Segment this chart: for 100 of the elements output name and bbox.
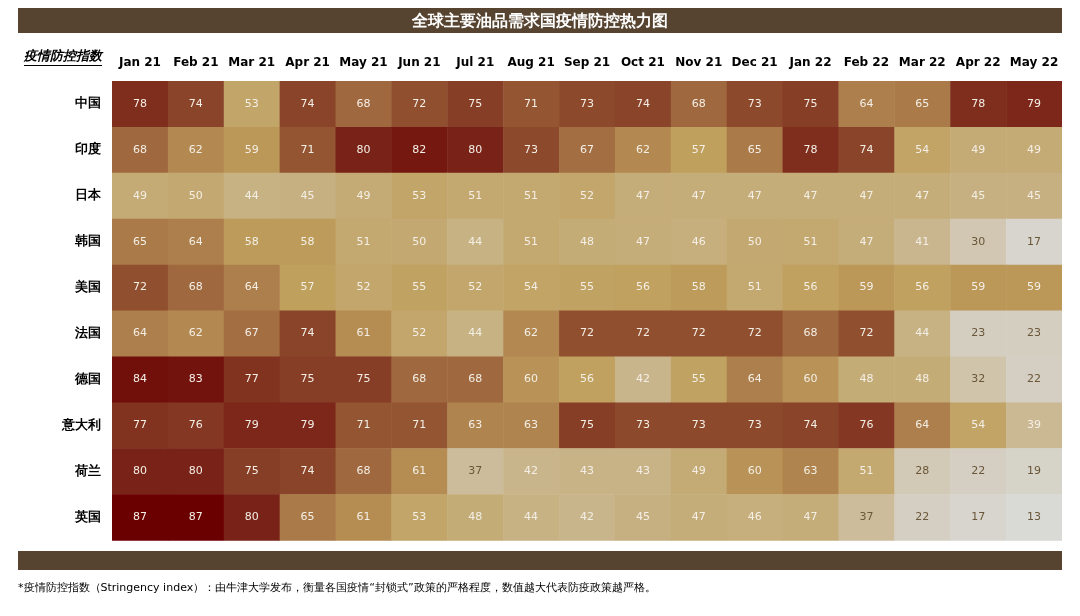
data-label: 73 bbox=[635, 418, 650, 432]
x-tick-label: Apr 21 bbox=[285, 54, 330, 69]
data-label: 13 bbox=[1027, 510, 1042, 524]
data-label: 80 bbox=[356, 142, 371, 156]
x-tick-label: May 22 bbox=[1009, 54, 1059, 69]
data-label: 64 bbox=[747, 372, 762, 386]
data-label: 48 bbox=[859, 372, 874, 386]
y-tick-label: 英国 bbox=[74, 508, 101, 524]
data-label: 44 bbox=[915, 326, 930, 340]
data-label: 76 bbox=[188, 418, 203, 432]
data-label: 74 bbox=[300, 326, 315, 340]
data-label: 87 bbox=[188, 510, 203, 524]
data-label: 71 bbox=[524, 96, 539, 110]
data-label: 49 bbox=[1027, 142, 1042, 156]
data-label: 49 bbox=[691, 464, 706, 478]
data-label: 39 bbox=[1027, 418, 1042, 432]
data-label: 23 bbox=[1027, 326, 1042, 340]
data-label: 50 bbox=[412, 234, 427, 248]
data-label: 47 bbox=[691, 188, 706, 202]
data-label: 75 bbox=[356, 372, 371, 386]
x-tick-label: Aug 21 bbox=[507, 54, 555, 69]
x-tick-label: Jan 21 bbox=[117, 54, 161, 69]
data-label: 42 bbox=[580, 510, 594, 524]
data-label: 61 bbox=[412, 464, 427, 478]
data-label: 82 bbox=[412, 142, 427, 156]
data-label: 79 bbox=[244, 418, 259, 432]
data-label: 23 bbox=[971, 326, 986, 340]
y-axis-title: 疫情防控指数 bbox=[23, 48, 104, 64]
y-tick-label: 美国 bbox=[74, 279, 101, 295]
data-label: 45 bbox=[300, 188, 315, 202]
data-label: 75 bbox=[580, 418, 594, 432]
data-label: 45 bbox=[1027, 188, 1042, 202]
x-tick-label: Oct 21 bbox=[620, 54, 665, 69]
y-tick-label: 法国 bbox=[74, 324, 101, 340]
data-label: 78 bbox=[971, 96, 986, 110]
x-tick-label: Mar 21 bbox=[228, 54, 276, 69]
data-label: 56 bbox=[580, 372, 594, 386]
data-label: 87 bbox=[132, 510, 147, 524]
chart-title: 全球主要油品需求国疫情防控热力图 bbox=[18, 8, 1062, 33]
data-label: 64 bbox=[188, 234, 203, 248]
data-label: 68 bbox=[132, 142, 147, 156]
data-label: 73 bbox=[524, 142, 539, 156]
data-label: 68 bbox=[188, 280, 203, 294]
data-label: 50 bbox=[747, 234, 762, 248]
data-label: 42 bbox=[635, 372, 650, 386]
data-label: 80 bbox=[132, 464, 147, 478]
data-label: 17 bbox=[971, 510, 986, 524]
data-label: 48 bbox=[915, 372, 930, 386]
data-label: 72 bbox=[132, 280, 147, 294]
data-label: 73 bbox=[747, 96, 762, 110]
data-label: 44 bbox=[524, 510, 539, 524]
data-label: 68 bbox=[803, 326, 818, 340]
data-label: 17 bbox=[1027, 234, 1042, 248]
y-tick-label: 荷兰 bbox=[74, 462, 101, 478]
data-label: 68 bbox=[412, 372, 427, 386]
data-label: 49 bbox=[971, 142, 986, 156]
data-label: 74 bbox=[300, 96, 315, 110]
data-label: 45 bbox=[635, 510, 650, 524]
data-label: 65 bbox=[300, 510, 315, 524]
data-label: 74 bbox=[300, 464, 315, 478]
y-tick-label: 韩国 bbox=[74, 233, 101, 249]
data-label: 49 bbox=[132, 188, 147, 202]
data-label: 74 bbox=[635, 96, 650, 110]
data-label: 65 bbox=[747, 142, 762, 156]
data-label: 54 bbox=[524, 280, 539, 294]
data-label: 62 bbox=[188, 142, 203, 156]
data-label: 72 bbox=[635, 326, 650, 340]
data-label: 59 bbox=[1027, 280, 1042, 294]
data-label: 57 bbox=[691, 142, 706, 156]
data-label: 43 bbox=[580, 464, 594, 478]
data-label: 44 bbox=[468, 326, 483, 340]
data-label: 53 bbox=[244, 96, 259, 110]
data-label: 55 bbox=[691, 372, 706, 386]
data-label: 47 bbox=[691, 510, 706, 524]
data-label: 37 bbox=[859, 510, 874, 524]
y-tick-label: 日本 bbox=[75, 187, 102, 203]
data-label: 76 bbox=[859, 418, 874, 432]
data-label: 46 bbox=[691, 234, 706, 248]
data-label: 55 bbox=[580, 280, 594, 294]
data-label: 71 bbox=[300, 142, 315, 156]
data-label: 51 bbox=[468, 188, 483, 202]
data-label: 46 bbox=[747, 510, 762, 524]
data-label: 75 bbox=[300, 372, 315, 386]
data-label: 80 bbox=[244, 510, 259, 524]
data-label: 80 bbox=[188, 464, 203, 478]
data-label: 47 bbox=[635, 188, 650, 202]
data-label: 30 bbox=[971, 234, 986, 248]
data-label: 44 bbox=[468, 234, 483, 248]
data-label: 74 bbox=[188, 96, 203, 110]
data-label: 63 bbox=[524, 418, 539, 432]
data-label: 52 bbox=[580, 188, 594, 202]
data-label: 73 bbox=[580, 96, 594, 110]
data-label: 65 bbox=[132, 234, 147, 248]
data-label: 61 bbox=[356, 326, 371, 340]
data-label: 51 bbox=[859, 464, 874, 478]
data-label: 79 bbox=[1027, 96, 1042, 110]
data-label: 72 bbox=[859, 326, 874, 340]
x-tick-label: Feb 22 bbox=[843, 54, 890, 69]
data-label: 65 bbox=[915, 96, 930, 110]
data-label: 77 bbox=[244, 372, 259, 386]
